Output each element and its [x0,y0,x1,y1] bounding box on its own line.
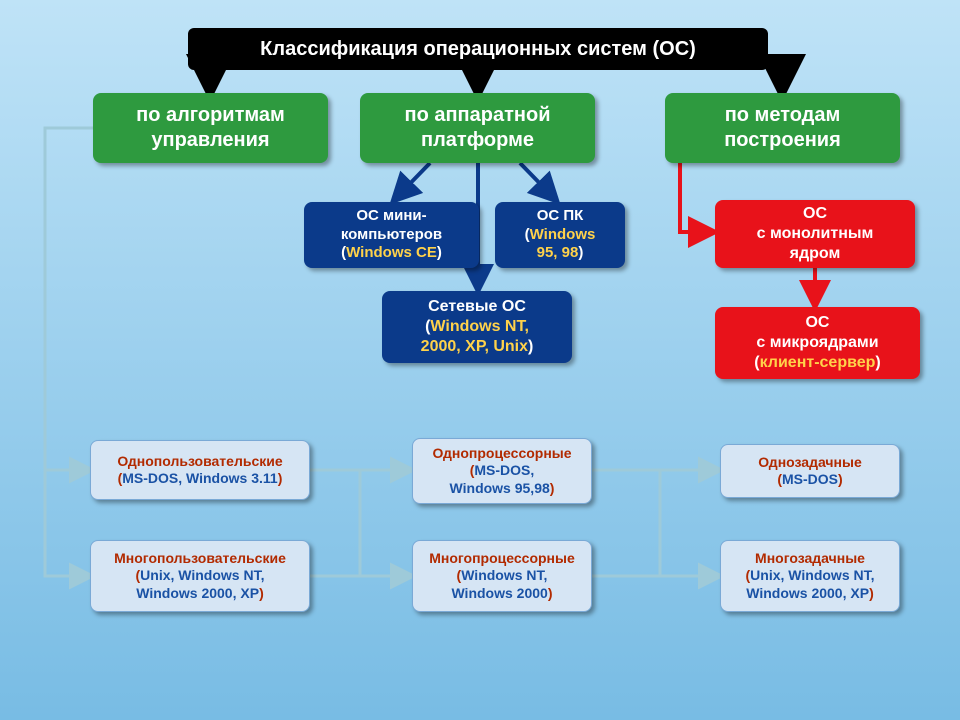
diagram-canvas: Классификация операционных систем (ОС) п… [0,0,960,720]
a5hl: MS-DOS [782,471,838,487]
cat2-l1: по аппаратной [405,104,551,126]
a2l3: Windows 2000, XP [136,585,259,601]
alg-single-task: Однозадачные (MS-DOS) [720,444,900,498]
cat3-l2: построения [724,129,841,151]
cat1-l1: по алгоритмам [136,104,285,126]
m2t: ) [875,354,880,371]
plat3-hl: Windows NT, [430,318,529,335]
plat3-t: ) [528,338,533,355]
plat1-l2: компьютеров [341,226,442,243]
cat-methods: по методам построения [665,93,900,163]
plat2-l1: ОС ПК [537,207,584,224]
plat1-t: ) [437,244,442,261]
a6hl: Unix, Windows NT, [750,567,874,583]
a6t: ) [869,585,874,601]
plat3-l1: Сетевые ОС [428,298,526,315]
a5l1: Однозадачные [758,454,861,470]
m2l1: ОС [805,314,829,331]
a6l1: Многозадачные [755,550,865,566]
a3t: ) [550,480,555,496]
meth-microkernel: ОС с микроядрами (клиент-сервер) [715,307,920,379]
plat2-hl: Windows [530,226,596,243]
plat3-l3: 2000, XP, Unix [421,338,528,355]
a5t: ) [838,471,843,487]
a4t: ) [548,585,553,601]
title-box: Классификация операционных систем (ОС) [188,28,768,70]
alg-multi-cpu: Многопроцессорные (Windows NT, Windows 2… [412,540,592,612]
a2hl: Unix, Windows NT, [140,567,264,583]
a4l3: Windows 2000 [451,585,547,601]
a2l1: Многопользовательские [114,550,286,566]
plat2-l3: 95, 98 [537,244,579,261]
a3l1: Однопроцессорные [432,445,571,461]
alg-multi-task: Многозадачные (Unix, Windows NT, Windows… [720,540,900,612]
a2t: ) [259,585,264,601]
cat-hardware: по аппаратной платформе [360,93,595,163]
cat3-l1: по методам [725,104,841,126]
meth-monolith: ОС с монолитным ядром [715,200,915,268]
m1l2: с монолитным [757,225,874,242]
alg-multi-user: Многопользовательские (Unix, Windows NT,… [90,540,310,612]
a1t: ) [278,470,283,486]
alg-single-user: Однопользовательские (MS-DOS, Windows 3.… [90,440,310,500]
plat2-t: ) [578,244,583,261]
plat-network: Сетевые ОС (Windows NT, 2000, XP, Unix) [382,291,572,363]
a1hl: MS-DOS, Windows 3.11 [122,470,277,486]
plat-mini: ОС мини- компьютеров (Windows CE) [304,202,479,268]
cat2-l2: платформе [421,129,534,151]
m1l1: ОС [803,205,827,222]
a3l3: Windows 95,98 [450,480,550,496]
alg-single-cpu: Однопроцессорные (MS-DOS, Windows 95,98) [412,438,592,504]
plat1-hl: Windows CE [346,244,437,261]
plat-pc: ОС ПК (Windows 95, 98) [495,202,625,268]
title-text: Классификация операционных систем (ОС) [260,37,696,62]
a4hl: Windows NT, [461,567,547,583]
m2hl: клиент-сервер [760,354,876,371]
plat1-l1: ОС мини- [356,207,426,224]
cat1-l2: управления [151,129,269,151]
m2l2: с микроядрами [756,334,878,351]
a3hl: MS-DOS, [474,462,534,478]
a6l3: Windows 2000, XP [746,585,869,601]
m1l3: ядром [790,245,841,262]
a1l1: Однопользовательские [117,453,282,469]
a4l1: Многопроцессорные [429,550,575,566]
cat-algorithms: по алгоритмам управления [93,93,328,163]
